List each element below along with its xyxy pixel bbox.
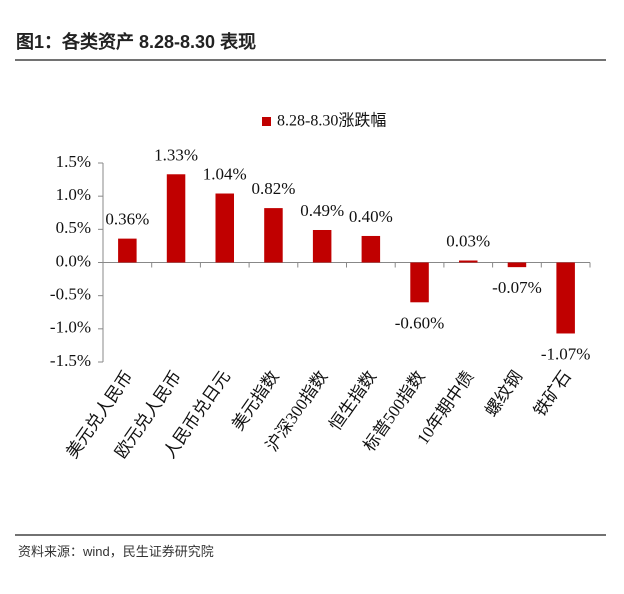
bar [507,262,527,268]
y-tick-label: 1.0% [56,185,91,204]
x-tick-label: 螺纹钢 [481,367,526,420]
legend-label: 8.28-8.30涨跌幅 [277,112,386,130]
value-label: 0.82% [251,179,295,198]
legend-swatch [262,117,271,126]
bar [458,260,478,263]
value-label: 0.03% [446,232,490,251]
bar [312,229,332,263]
y-tick-label: 1.5% [56,152,91,171]
value-label: 1.33% [154,145,198,164]
bar [166,174,186,263]
y-tick-label: -1.5% [50,351,91,370]
source: 资料来源：wind，民生证券研究院 [18,544,214,559]
bar [215,193,235,263]
value-label: -1.07% [541,344,591,363]
y-tick-label: -0.5% [50,285,91,304]
bar [264,208,283,263]
value-label: 0.36% [105,210,149,229]
value-label: 0.49% [300,201,344,220]
value-label: 1.04% [203,165,247,184]
y-tick-label: -1.0% [50,318,91,337]
value-label: -0.07% [492,278,542,297]
value-label: -0.60% [395,313,445,332]
bar [118,238,137,263]
y-tick-label: 0.0% [56,251,91,270]
x-tick-label: 铁矿石 [530,367,575,420]
value-label: 0.40% [349,207,393,226]
bar [410,262,429,303]
y-tick-label: 0.5% [56,218,91,237]
x-tick-label: 美元指数 [228,367,283,434]
bar [361,235,381,263]
bar [556,262,575,334]
x-tick-label: 恒生指数 [326,367,381,434]
chart-title: 图1：各类资产 8.28-8.30 表现 [16,31,256,52]
